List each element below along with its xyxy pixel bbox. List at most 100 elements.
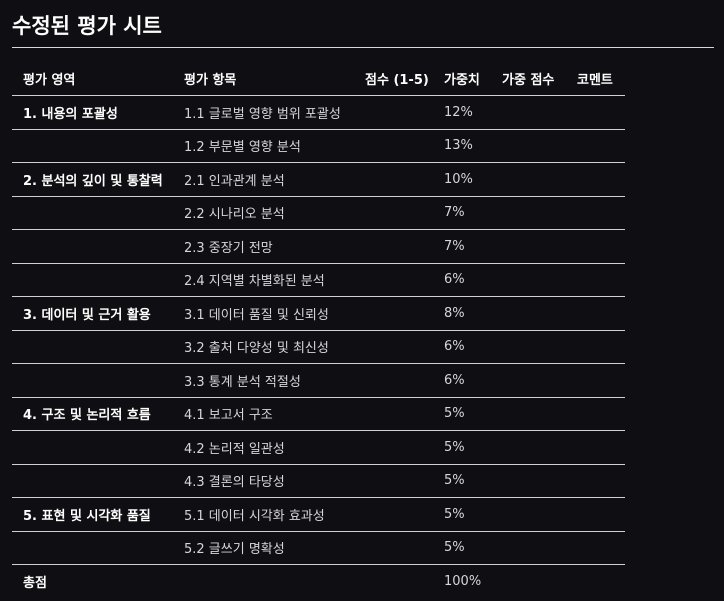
comment-cell: [566, 497, 625, 532]
item-cell: 5.2 글쓰기 명확성: [173, 531, 354, 565]
page-title: 수정된 평가 시트: [12, 14, 162, 38]
comment-cell: [566, 464, 625, 498]
table-row: 2.4 지역별 차별화된 분석 6%: [12, 263, 625, 297]
score-cell: [354, 397, 433, 431]
weight-cell: 5%: [433, 531, 491, 565]
table-row: 3.2 출처 다양성 및 최신성 6%: [12, 330, 625, 364]
weighted-score-cell: [491, 330, 566, 364]
area-cell: [12, 464, 173, 498]
table-row: 2.3 중장기 전망 7%: [12, 229, 625, 264]
area-cell: [12, 430, 173, 465]
item-cell: 2.3 중장기 전망: [173, 229, 354, 264]
table-row: 4.2 논리적 일관성 5%: [12, 430, 625, 465]
weight-cell: 7%: [433, 229, 491, 264]
comment-cell: [566, 430, 625, 465]
item-cell: 4.2 논리적 일관성: [173, 430, 354, 465]
area-cell: 2. 분석의 깊이 및 통찰력: [12, 162, 173, 197]
area-cell: [12, 129, 173, 163]
area-cell: 1. 내용의 포괄성: [12, 95, 173, 130]
score-cell: [354, 196, 433, 230]
weighted-score-cell: [491, 95, 566, 130]
weight-cell: 7%: [433, 196, 491, 230]
weight-cell: 6%: [433, 263, 491, 297]
comment-cell: [566, 263, 625, 297]
weight-cell: 5%: [433, 464, 491, 498]
item-cell: 4.3 결론의 타당성: [173, 464, 354, 498]
comment-cell: [566, 363, 625, 398]
table-row: 1.2 부문별 영향 분석 13%: [12, 129, 625, 163]
table-row: 5.2 글쓰기 명확성 5%: [12, 531, 625, 565]
score-cell: [354, 296, 433, 331]
table-row: 4.3 결론의 타당성 5%: [12, 464, 625, 498]
area-cell: 5. 표현 및 시각화 품질: [12, 497, 173, 532]
header-score: 점수 (1-5): [354, 62, 433, 96]
weight-cell: 5%: [433, 430, 491, 465]
table-row: 3.3 통계 분석 적절성 6%: [12, 363, 625, 398]
score-cell: [354, 363, 433, 398]
area-cell: [12, 363, 173, 398]
comment-cell: [566, 196, 625, 230]
weighted-score-cell: [491, 397, 566, 431]
comment-cell: [566, 531, 625, 565]
area-cell: [12, 263, 173, 297]
header-area: 평가 영역: [12, 62, 173, 96]
weighted-score-cell: [491, 296, 566, 331]
evaluation-table: 평가 영역 평가 항목 점수 (1-5) 가중치 가중 점수 코멘트 1. 내용…: [12, 62, 625, 598]
header-item: 평가 항목: [173, 62, 354, 96]
item-cell: 5.1 데이터 시각화 효과성: [173, 497, 354, 532]
table-row: 5. 표현 및 시각화 품질 5.1 데이터 시각화 효과성 5%: [12, 497, 625, 532]
table-row: 3. 데이터 및 근거 활용 3.1 데이터 품질 및 신뢰성 8%: [12, 296, 625, 331]
table-row: 4. 구조 및 논리적 흐름 4.1 보고서 구조 5%: [12, 397, 625, 431]
weighted-score-cell: [491, 129, 566, 163]
weighted-score-cell: [491, 531, 566, 565]
item-cell: 3.1 데이터 품질 및 신뢰성: [173, 296, 354, 331]
weight-cell: 6%: [433, 330, 491, 364]
table-row: 2. 분석의 깊이 및 통찰력 2.1 인과관계 분석 10%: [12, 162, 625, 197]
weight-cell: 5%: [433, 397, 491, 431]
weighted-score-cell: [491, 263, 566, 297]
header-comment: 코멘트: [566, 62, 625, 96]
area-cell: [12, 229, 173, 264]
area-cell: [12, 196, 173, 230]
header-weight: 가중치: [433, 62, 491, 96]
item-cell: 4.1 보고서 구조: [173, 397, 354, 431]
weighted-score-cell: [491, 196, 566, 230]
area-cell: 4. 구조 및 논리적 흐름: [12, 397, 173, 431]
table-row: 2.2 시나리오 분석 7%: [12, 196, 625, 230]
total-weighted-score-cell: [491, 565, 566, 598]
weight-cell: 6%: [433, 363, 491, 398]
total-score-cell: [354, 565, 433, 598]
weight-cell: 13%: [433, 129, 491, 163]
item-cell: 1.1 글로벌 영향 범위 포괄성: [173, 95, 354, 130]
area-cell: [12, 531, 173, 565]
area-cell: 3. 데이터 및 근거 활용: [12, 296, 173, 331]
score-cell: [354, 229, 433, 264]
comment-cell: [566, 330, 625, 364]
comment-cell: [566, 129, 625, 163]
item-cell: 2.2 시나리오 분석: [173, 196, 354, 230]
total-item-cell: [173, 565, 354, 598]
score-cell: [354, 95, 433, 130]
score-cell: [354, 531, 433, 565]
score-cell: [354, 497, 433, 532]
item-cell: 3.3 통계 분석 적절성: [173, 363, 354, 398]
weight-cell: 5%: [433, 497, 491, 532]
total-row: 총점 100%: [12, 565, 625, 598]
weighted-score-cell: [491, 162, 566, 197]
total-label: 총점: [23, 575, 47, 591]
item-cell: 2.4 지역별 차별화된 분석: [173, 263, 354, 297]
table-header-row: 평가 영역 평가 항목 점수 (1-5) 가중치 가중 점수 코멘트: [12, 62, 625, 96]
weighted-score-cell: [491, 229, 566, 264]
weight-cell: 10%: [433, 162, 491, 197]
table-row: 1. 내용의 포괄성 1.1 글로벌 영향 범위 포괄성 12%: [12, 95, 625, 130]
comment-cell: [566, 397, 625, 431]
score-cell: [354, 430, 433, 465]
area-cell: [12, 330, 173, 364]
weighted-score-cell: [491, 464, 566, 498]
total-comment-cell: [566, 565, 625, 598]
weighted-score-cell: [491, 497, 566, 532]
title-divider: [12, 47, 714, 48]
score-cell: [354, 464, 433, 498]
score-cell: [354, 330, 433, 364]
item-cell: 1.2 부문별 영향 분석: [173, 129, 354, 163]
